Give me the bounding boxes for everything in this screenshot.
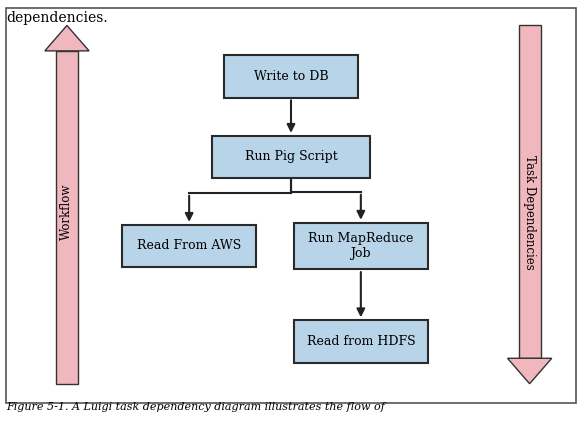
Polygon shape	[56, 51, 78, 384]
Polygon shape	[45, 25, 89, 51]
Text: dependencies.: dependencies.	[6, 11, 108, 25]
FancyBboxPatch shape	[6, 8, 576, 403]
FancyBboxPatch shape	[224, 55, 358, 98]
Text: Workflow: Workflow	[61, 184, 73, 240]
FancyBboxPatch shape	[294, 223, 428, 269]
Polygon shape	[508, 358, 552, 384]
FancyBboxPatch shape	[122, 225, 256, 267]
Text: Read from HDFS: Read from HDFS	[307, 335, 415, 348]
Text: Read From AWS: Read From AWS	[137, 240, 242, 252]
Text: Figure 5-1. A Luigi task dependency diagram illustrates the flow of: Figure 5-1. A Luigi task dependency diag…	[6, 402, 385, 412]
Polygon shape	[519, 25, 541, 358]
Text: Write to DB: Write to DB	[254, 70, 328, 83]
FancyBboxPatch shape	[212, 136, 370, 178]
Text: Run Pig Script: Run Pig Script	[244, 151, 338, 163]
Text: Run MapReduce
Job: Run MapReduce Job	[308, 232, 414, 260]
Text: Task Dependencies: Task Dependencies	[523, 155, 536, 269]
FancyBboxPatch shape	[294, 320, 428, 363]
